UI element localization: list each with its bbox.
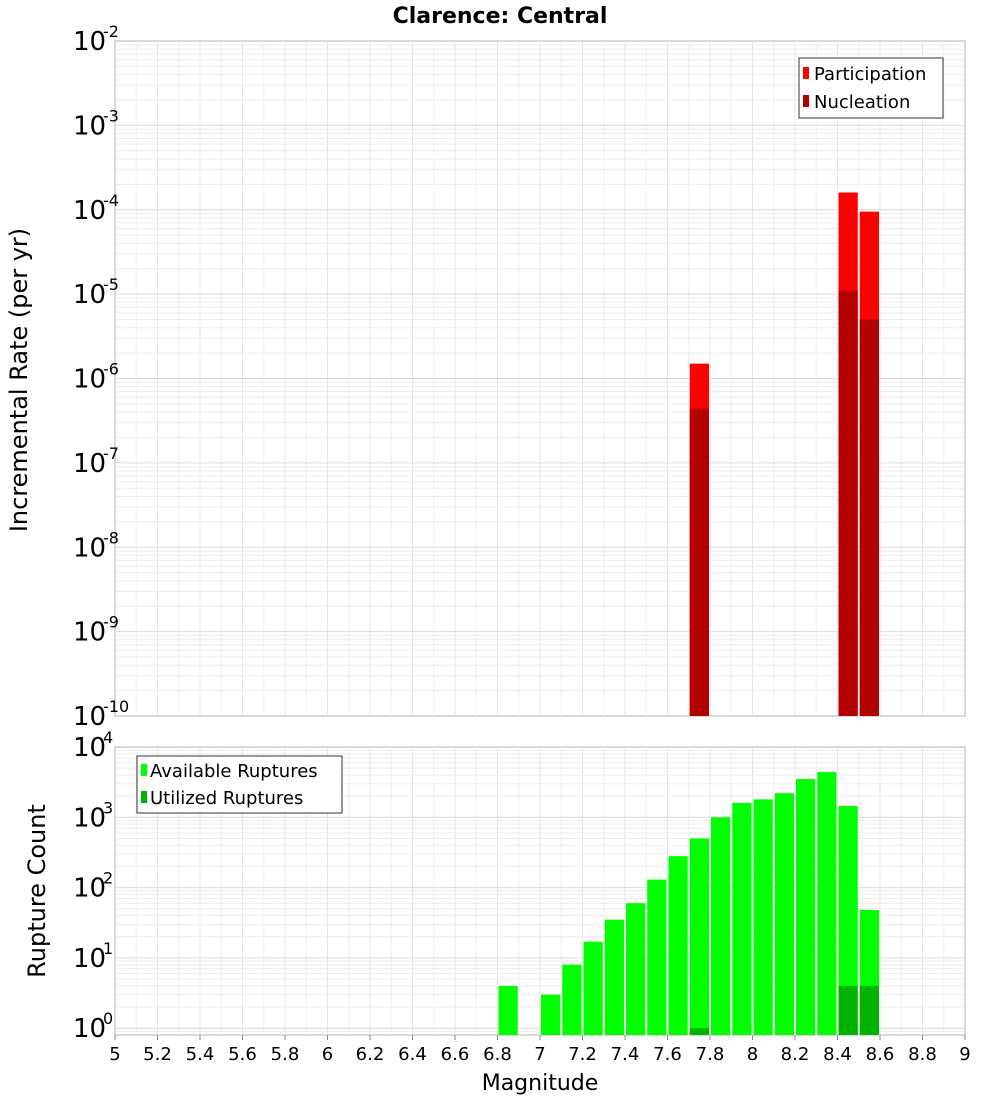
y-tick-exponent: -3 (103, 106, 119, 125)
legend-swatch-utilized (141, 791, 147, 803)
x-tick-label: 5.2 (143, 1044, 172, 1065)
y-tick-label: 10 (73, 874, 106, 904)
y-tick-label: 10 (73, 1014, 106, 1044)
x-tick-label: 6.4 (398, 1044, 427, 1065)
y-tick-exponent: -9 (103, 613, 119, 632)
count-bar-available-ruptures (753, 799, 773, 1035)
y-tick-label: 10 (73, 803, 106, 833)
rate-bar-nucleation (838, 290, 858, 716)
legend-swatch-participation (803, 67, 809, 79)
y-tick-label: 10 (73, 111, 106, 141)
count-bar-available-ruptures (562, 964, 582, 1035)
y-tick-label: 10 (73, 196, 106, 226)
rate-gridlines (115, 41, 965, 716)
y-tick-label: 10 (73, 27, 106, 57)
x-tick-label: 7.8 (696, 1044, 725, 1065)
count-bars (498, 772, 879, 1035)
x-tick-label: 8.2 (781, 1044, 810, 1065)
count-legend-box (136, 755, 343, 814)
legend-swatch-nucleation (803, 95, 809, 107)
y-tick-exponent: -5 (103, 275, 119, 294)
rate-bar-nucleation (859, 319, 879, 716)
count-bar-available-ruptures (838, 805, 858, 1035)
count-bar-available-ruptures (817, 772, 837, 1035)
count-bar-available-ruptures (626, 903, 646, 1035)
x-tick-label: 8.8 (908, 1044, 937, 1065)
y-tick-exponent: -2 (103, 22, 119, 41)
count-bar-available-ruptures (796, 779, 816, 1035)
y-tick-label: 10 (73, 280, 106, 310)
rate-panel: 10-210-310-410-510-610-710-810-910-10 In… (5, 22, 966, 732)
y-tick-exponent: -7 (103, 444, 119, 463)
x-axis-label: Magnitude (482, 1071, 599, 1096)
count-bar-available-ruptures (774, 793, 794, 1035)
count-bar-available-ruptures (711, 817, 731, 1035)
count-bar-utilized-ruptures (859, 985, 879, 1035)
count-bar-available-ruptures (583, 941, 603, 1035)
rate-legend: Participation Nucleation (798, 57, 944, 119)
y-tick-label: 10 (73, 618, 106, 648)
x-tick-label: 5 (109, 1044, 120, 1065)
rate-legend-box (798, 57, 944, 119)
rate-bars (689, 192, 879, 717)
magnitude-x-ticks: 5 5.2 5.4 5.6 5.8 6 6.2 6.4 6.6 6.8 7 7.2 7.4 7.6 7.8 8… (109, 1035, 971, 1065)
x-tick-label: 5.6 (228, 1044, 257, 1065)
count-bar-available-ruptures (498, 985, 518, 1035)
y-tick-exponent: 2 (103, 869, 113, 888)
x-tick-label: 5.4 (186, 1044, 215, 1065)
y-tick-exponent: -10 (103, 697, 129, 716)
count-legend: Available Ruptures Utilized Ruptures (136, 755, 343, 814)
count-bar-available-ruptures (604, 919, 624, 1035)
rate-y-ticks: 10-210-310-410-510-610-710-810-910-10 (73, 22, 129, 732)
rate-bar-nucleation (689, 408, 709, 716)
y-tick-label: 10 (73, 365, 106, 395)
x-tick-label: 7.2 (568, 1044, 597, 1065)
y-tick-label: 10 (73, 733, 106, 763)
count-bar-utilized-ruptures (838, 985, 858, 1035)
x-tick-label: 6.2 (356, 1044, 385, 1065)
legend-label-available: Available Ruptures (150, 761, 318, 782)
y-tick-exponent: 4 (103, 728, 113, 747)
x-tick-label: 6 (322, 1044, 333, 1065)
count-bar-available-ruptures (668, 856, 688, 1035)
x-tick-label: 9 (959, 1044, 970, 1065)
y-tick-label: 10 (73, 944, 106, 974)
y-tick-exponent: 0 (103, 1009, 113, 1028)
count-bar-available-ruptures (541, 994, 561, 1035)
count-bar-available-ruptures (732, 802, 752, 1035)
rate-y-axis-label: Incremental Rate (per yr) (5, 228, 33, 532)
y-tick-label: 10 (73, 533, 106, 563)
chart-title: Clarence: Central (393, 4, 608, 29)
x-tick-label: 8.6 (866, 1044, 895, 1065)
count-y-axis-label: Rupture Count (23, 804, 51, 978)
x-tick-label: 5.8 (271, 1044, 300, 1065)
x-tick-label: 8 (747, 1044, 758, 1065)
legend-label-participation: Participation (814, 64, 926, 85)
legend-swatch-available (141, 764, 147, 776)
x-tick-label: 7.4 (611, 1044, 640, 1065)
x-tick-label: 8.4 (823, 1044, 852, 1065)
y-tick-exponent: 3 (103, 798, 113, 817)
x-tick-label: 7.6 (653, 1044, 682, 1065)
x-tick-label: 7 (534, 1044, 545, 1065)
y-tick-label: 10 (73, 449, 106, 479)
y-tick-label: 10 (73, 702, 106, 732)
y-tick-exponent: 1 (103, 939, 113, 958)
legend-label-nucleation: Nucleation (814, 92, 910, 113)
y-tick-exponent: -4 (103, 191, 119, 210)
count-bar-utilized-ruptures (689, 1028, 709, 1035)
count-bar-available-ruptures (689, 838, 709, 1035)
x-tick-label: 6.8 (483, 1044, 512, 1065)
x-tick-label: 6.6 (441, 1044, 470, 1065)
legend-label-utilized: Utilized Ruptures (150, 788, 303, 809)
y-tick-exponent: -6 (103, 360, 119, 379)
count-bar-available-ruptures (647, 879, 667, 1035)
y-tick-exponent: -8 (103, 528, 119, 547)
